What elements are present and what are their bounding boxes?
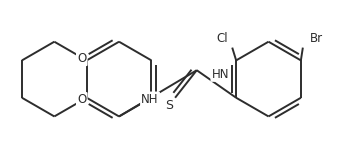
Text: HN: HN xyxy=(212,68,229,81)
Text: Br: Br xyxy=(310,32,323,45)
Text: O: O xyxy=(77,52,87,65)
Text: Cl: Cl xyxy=(216,32,228,45)
Text: NH: NH xyxy=(141,93,159,106)
Text: S: S xyxy=(165,99,173,112)
Text: O: O xyxy=(77,93,87,106)
